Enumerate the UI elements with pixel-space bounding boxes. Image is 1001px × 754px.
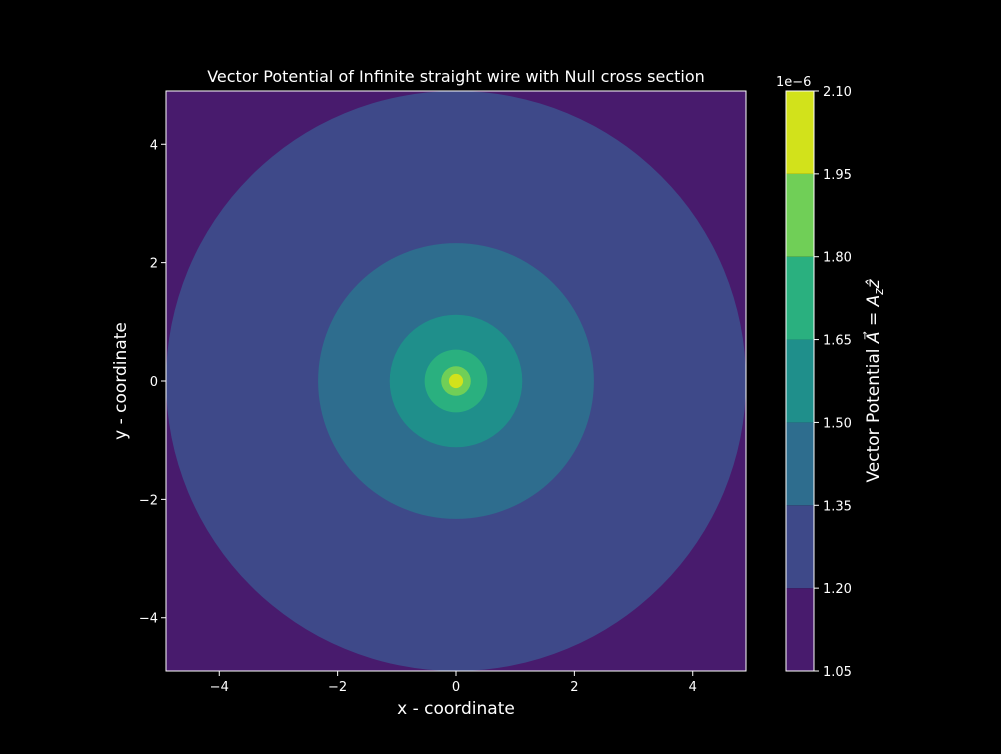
colorbar-segment	[786, 91, 814, 174]
x-tick-label: −4	[210, 680, 229, 695]
colorbar-multiplier: 1e−6	[776, 75, 811, 90]
colorbar: 1.05 1.20 1.35 1.50 1.65 1.80 1.95 2.10	[785, 85, 852, 680]
colorbar-label: Vector Potential A⃗ = Azẑ	[862, 278, 886, 482]
contour-bands	[166, 91, 746, 671]
colorbar-segment	[786, 588, 814, 671]
y-tick-label: −4	[139, 612, 158, 627]
y-tick-label: −2	[139, 493, 158, 508]
x-axis-ticks: −4 −2 0 2 4	[210, 671, 697, 695]
colorbar-segment	[786, 173, 814, 257]
colorbar-segment	[786, 256, 814, 340]
colorbar-frame	[785, 90, 815, 672]
colorbar-tick-label: 1.95	[823, 168, 852, 183]
colorbar-segment	[786, 505, 814, 589]
chart-title: Vector Potential of Infinite straight wi…	[207, 67, 705, 86]
colorbar-segment	[786, 422, 814, 506]
x-tick-label: −2	[328, 680, 347, 695]
colorbar-tick-label: 1.80	[823, 251, 852, 266]
x-axis-label: x - coordinate	[397, 699, 515, 719]
y-tick-label: 0	[150, 375, 158, 390]
colorbar-tick-label: 1.05	[823, 665, 852, 680]
colorbar-tick-label: 1.50	[823, 416, 852, 431]
y-tick-label: 4	[150, 138, 158, 153]
x-tick-label: 4	[689, 680, 697, 695]
y-axis-label: y - coordinate	[111, 322, 131, 440]
colorbar-segment	[786, 339, 814, 423]
colorbar-tick-label: 2.10	[823, 85, 852, 100]
colorbar-tick-label: 1.65	[823, 334, 852, 349]
colorbar-tick-label: 1.35	[823, 499, 852, 514]
x-tick-label: 2	[570, 680, 578, 695]
y-tick-label: 2	[150, 257, 158, 272]
contour-band-6	[448, 373, 464, 389]
x-tick-label: 0	[452, 680, 460, 695]
colorbar-tick-label: 1.20	[823, 582, 852, 597]
y-axis-ticks: −4 −2 0 2 4	[139, 138, 166, 627]
